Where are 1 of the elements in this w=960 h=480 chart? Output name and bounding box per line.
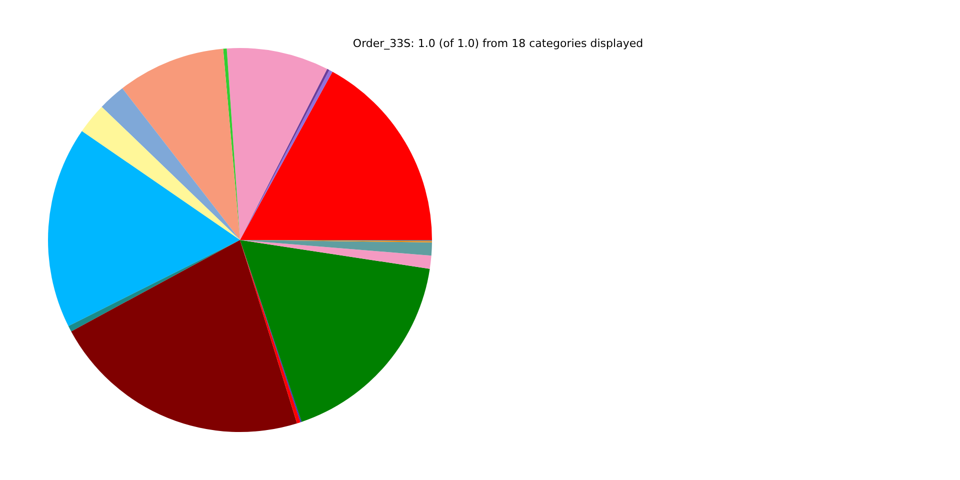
text: Order_33S: 1.0 (of 1.0) from 18 categories displayed [352, 37, 644, 50]
